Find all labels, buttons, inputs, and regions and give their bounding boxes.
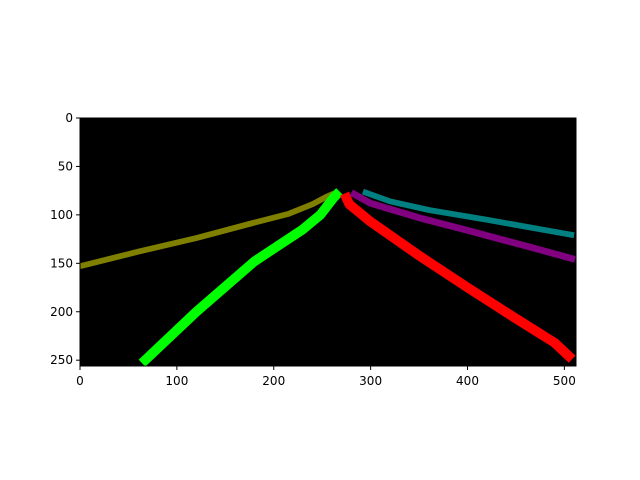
x-axis: 0 100 200 300 400 500 xyxy=(76,366,576,388)
y-tick-label: 150 xyxy=(50,256,73,270)
plot-area xyxy=(79,117,577,367)
lane-line-4 xyxy=(349,189,576,263)
y-tick-label: 50 xyxy=(58,159,73,173)
x-tick-label: 500 xyxy=(553,374,576,388)
y-tick-label: 250 xyxy=(50,353,73,367)
y-tick-label: 100 xyxy=(50,208,73,222)
x-tick-label: 300 xyxy=(359,374,382,388)
lane-line-5 xyxy=(361,188,575,239)
image-background xyxy=(80,118,576,366)
axes-frame xyxy=(79,117,577,367)
y-tick-label: 200 xyxy=(50,305,73,319)
y-tick-label: 0 xyxy=(65,111,73,125)
lane-lines xyxy=(80,188,576,366)
x-tick-label: 200 xyxy=(262,374,285,388)
lane-line-2 xyxy=(138,188,344,366)
x-tick-label: 400 xyxy=(456,374,479,388)
lane-line-3 xyxy=(340,191,576,363)
y-axis: 0 50 100 150 200 250 xyxy=(50,111,80,367)
x-tick-label: 0 xyxy=(76,374,84,388)
x-tick-label: 100 xyxy=(165,374,188,388)
lane-line-1 xyxy=(80,190,335,270)
